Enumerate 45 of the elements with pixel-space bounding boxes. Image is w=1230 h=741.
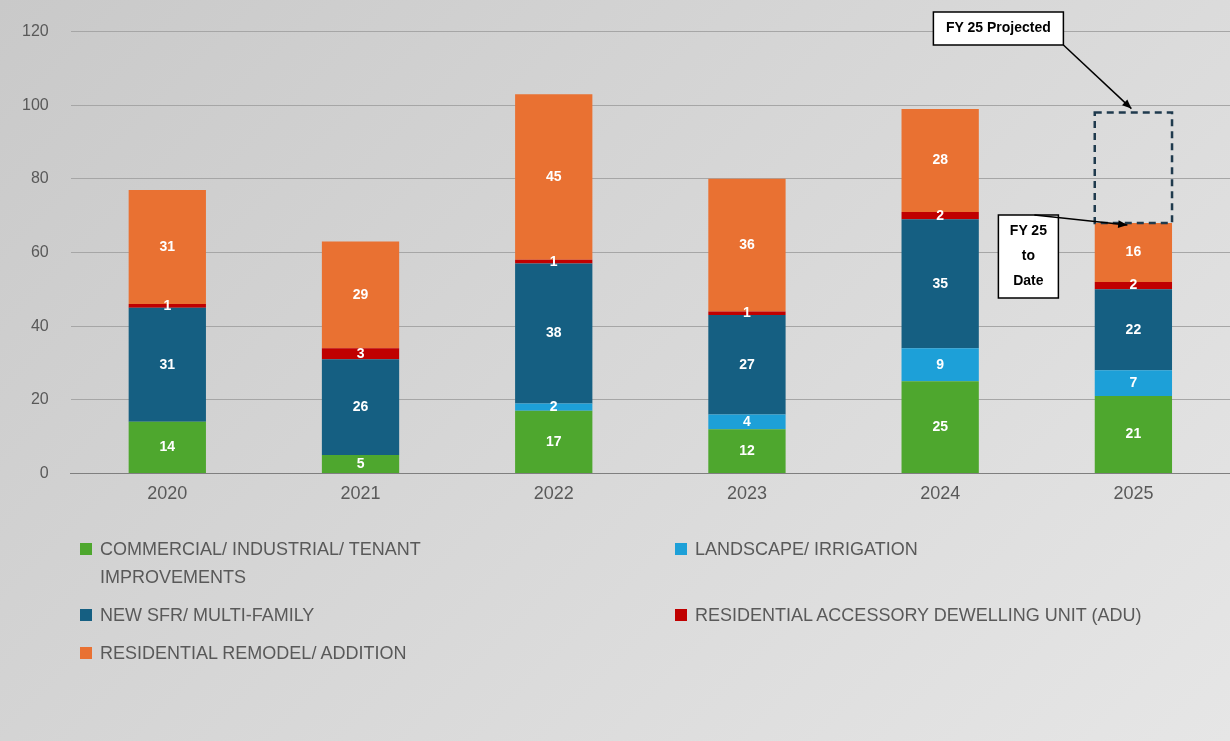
y-tick-label: 20 (30, 390, 49, 408)
x-tick-label: 2022 (533, 483, 574, 504)
legend-label: RESIDENTIAL ACCESSORY DEWELLING UNIT (ADU) (695, 604, 1142, 627)
data-label: 14 (159, 438, 176, 455)
x-tick-label: 2021 (340, 483, 381, 504)
data-label: 35 (932, 274, 949, 291)
legend-label: NEW SFR/ MULTI-FAMILY (100, 604, 315, 627)
data-label: 9 (936, 355, 945, 372)
y-tick-label: 80 (30, 169, 49, 187)
data-label: 2 (549, 397, 558, 414)
data-label: 26 (352, 397, 369, 414)
data-label: 31 (159, 237, 176, 254)
y-tick-label: 0 (39, 463, 49, 481)
y-tick-label: 100 (21, 95, 49, 113)
x-tick-label: 2025 (1113, 483, 1154, 504)
data-label: 4 (743, 412, 752, 429)
y-tick-label: 120 (21, 22, 49, 40)
data-label: 7 (1129, 374, 1138, 391)
legend-label: RESIDENTIAL REMODEL/ ADDITION (100, 642, 407, 665)
data-label: 12 (739, 441, 755, 458)
data-label: 2 (936, 206, 945, 223)
x-tick-label: 2023 (726, 483, 767, 504)
data-label: 16 (1125, 243, 1142, 260)
data-label: 31 (159, 355, 176, 372)
data-label: 5 (356, 454, 365, 471)
data-label: 45 (545, 167, 562, 184)
data-label: 3 (356, 344, 365, 361)
legend-label: LANDSCAPE/ IRRIGATION (695, 538, 918, 561)
x-tick-label: 2024 (920, 483, 961, 504)
data-label: 2 (1129, 276, 1138, 293)
data-label: 29 (352, 285, 369, 302)
legend-label: COMMERCIAL/ INDUSTRIAL/ TENANT IMPROVEMENTS (100, 538, 422, 589)
x-tick-label: 2020 (147, 483, 188, 504)
data-label: 22 (1125, 320, 1142, 337)
data-label: 28 (932, 151, 949, 168)
data-label: 25 (932, 417, 949, 434)
y-tick-label: 60 (30, 242, 49, 260)
annotation: FY 25 to Date (1009, 221, 1048, 288)
y-tick-label: 40 (30, 316, 49, 334)
data-label: 27 (739, 355, 755, 372)
data-label: 17 (545, 432, 562, 449)
data-label: 21 (1125, 425, 1142, 442)
data-label: 36 (739, 236, 755, 252)
annotation: FY 25 Projected (945, 18, 1051, 35)
data-label: 38 (545, 324, 562, 341)
